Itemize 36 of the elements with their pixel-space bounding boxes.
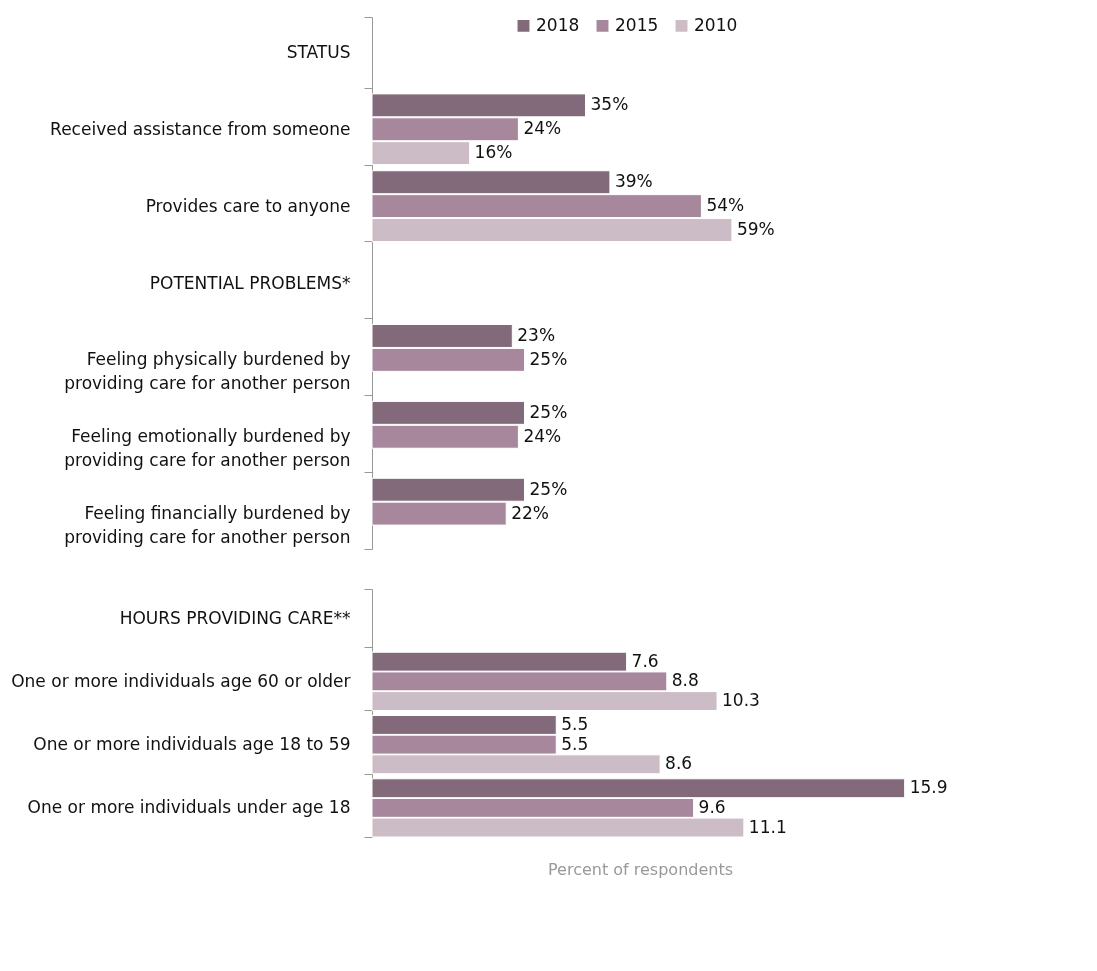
y-tick-label: HOURS PROVIDING CARE**	[119, 607, 351, 628]
data-label: 59%	[736, 219, 775, 240]
data-label: 8.6	[665, 753, 693, 774]
data-label: 5.5	[561, 713, 589, 734]
data-label: 5.5	[561, 733, 589, 754]
legend-label: 2010	[694, 14, 738, 35]
y-tick-label: Feeling financially burdened by providing care for another person	[64, 503, 351, 548]
data-label: 54%	[706, 195, 745, 216]
y-tick-label: One or more individuals age 60 or older	[11, 670, 351, 691]
y-tick-label: Feeling emotionally burdened by providing care for another person	[64, 426, 351, 471]
data-label: 39%	[614, 171, 653, 192]
y-tick-label: Received assistance from someone	[50, 118, 351, 139]
data-label: 24%	[523, 118, 562, 139]
data-label: 11.1	[748, 816, 787, 837]
y-tick-label: One or more individuals age 18 to 59	[33, 734, 351, 755]
y-tick-label: Provides care to anyone	[145, 195, 351, 216]
x-axis-title: Percent of respondents	[547, 859, 734, 879]
data-label: 8.8	[671, 670, 699, 691]
data-label: 25%	[529, 401, 568, 422]
data-label: 9.6	[698, 796, 726, 817]
y-tick-label: One or more individuals under age 18	[27, 797, 351, 818]
data-label: 16%	[474, 142, 513, 163]
legend-label: 2018	[536, 14, 580, 35]
data-label: 35%	[590, 94, 629, 115]
y-tick-label: POTENTIAL PROBLEMS*	[149, 272, 351, 293]
data-label: 15.9	[909, 777, 948, 798]
data-label: 23%	[517, 324, 556, 345]
y-tick-label: STATUS	[286, 41, 351, 62]
data-label: 25%	[529, 348, 568, 369]
data-label: 10.3	[722, 690, 760, 711]
data-label: 22%	[511, 502, 549, 523]
data-label: 24%	[523, 425, 562, 446]
data-label: 7.6	[631, 650, 659, 671]
y-tick-label: Feeling physically burdened by providing care for another person	[64, 349, 351, 394]
legend-label: 2015	[615, 14, 659, 35]
data-label: 25%	[529, 478, 568, 499]
